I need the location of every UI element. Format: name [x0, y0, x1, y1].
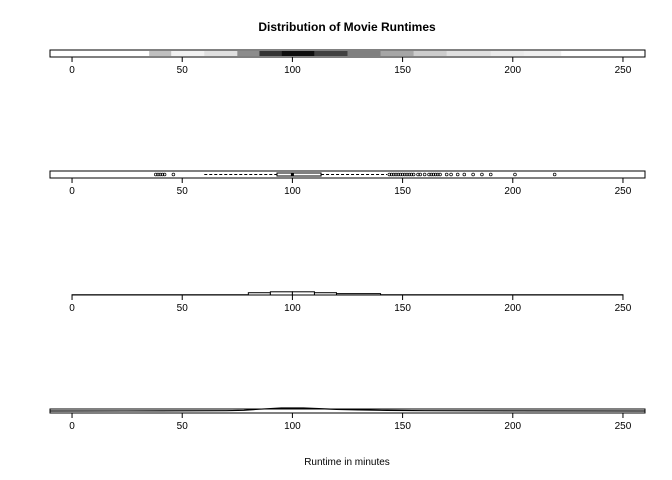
x-tick-label: 0 [69, 421, 75, 432]
outlier-point [156, 172, 160, 177]
outlier-point [158, 172, 162, 177]
x-tick-label: 200 [504, 186, 521, 197]
x-tick-label: 50 [177, 186, 189, 197]
outlier-point [418, 172, 422, 177]
density-curve [49, 407, 646, 412]
x-tick-label: 100 [284, 421, 301, 432]
outlier-point [160, 172, 165, 177]
outlier-point [444, 172, 449, 177]
x-tick-label: 0 [69, 303, 75, 314]
x-axis-label: Runtime in minutes [304, 457, 390, 468]
x-tick-label: 200 [504, 421, 521, 432]
strip-density-bin [347, 51, 381, 56]
strip-density-bin [314, 51, 348, 56]
outlier-point [436, 172, 440, 177]
x-tick-label: 50 [177, 303, 189, 314]
outlier-point [455, 172, 460, 177]
x-tick-label: 100 [284, 303, 301, 314]
x-tick-label: 250 [615, 421, 632, 432]
x-tick-label: 50 [177, 421, 189, 432]
outlier-point [154, 172, 158, 177]
density-panel: 0 50 100 150 200 250 [49, 407, 646, 432]
outlier-point [422, 172, 427, 177]
box-iqr [276, 172, 322, 177]
outlier-point [411, 172, 416, 177]
chart-title: Distribution of Movie Runtimes [258, 20, 436, 34]
x-tick-label: 200 [504, 303, 521, 314]
outlier-point [389, 172, 394, 177]
strip-density-bin [259, 51, 282, 56]
strip-density-bin [237, 51, 260, 56]
outlier-point [438, 172, 442, 177]
outlier-point [403, 172, 407, 177]
strip-density-bin [523, 51, 562, 56]
x-tick-label: 150 [394, 186, 411, 197]
outlier-point [513, 172, 517, 177]
outlier-point [398, 172, 403, 177]
strip-density-bin [171, 51, 205, 56]
strip-density-bin [281, 51, 315, 56]
outlier-point [471, 172, 475, 177]
outlier-point [396, 172, 400, 177]
outlier-point [162, 172, 167, 177]
x-tick-label: 100 [284, 186, 301, 197]
x-tick-label: 200 [504, 65, 521, 76]
x-tick-label: 250 [615, 186, 632, 197]
outlier-point [405, 172, 409, 177]
x-tick-label: 150 [394, 65, 411, 76]
x-tick-label: 250 [615, 65, 632, 76]
x-tick-label: 150 [394, 421, 411, 432]
strip-density-bin [413, 51, 447, 56]
outlier-point [462, 172, 467, 177]
strip-density-bin [204, 51, 238, 56]
outlier-point [416, 172, 420, 177]
outlier-point [407, 172, 411, 177]
outlier-point [488, 172, 493, 177]
outlier-point [392, 172, 396, 177]
x-tick-label: 250 [615, 303, 632, 314]
x-tick-label: 50 [177, 65, 189, 76]
x-tick-label: 0 [69, 65, 75, 76]
outlier-point [171, 172, 176, 177]
strip-density-bin [446, 51, 491, 56]
outlier-point [427, 172, 431, 177]
outlier-point [429, 172, 433, 177]
outlier-point [552, 172, 557, 177]
outlier-point [449, 172, 453, 177]
boxplot-panel: 0 50 100 150 200 250 [49, 170, 646, 197]
strip-panel: 0 50 100 150 200 250 [49, 49, 646, 76]
outlier-point [387, 172, 392, 177]
outlier-point [409, 172, 414, 177]
outlier-point [394, 172, 398, 177]
outlier-point [480, 172, 484, 177]
histogram-panel: 0 50 100 150 200 250 [69, 291, 632, 314]
outlier-point [433, 172, 438, 177]
outlier-point [400, 172, 405, 177]
x-tick-label: 100 [284, 65, 301, 76]
strip-density-bin [490, 51, 524, 56]
x-tick-label: 150 [394, 303, 411, 314]
strip-density-bin [380, 51, 414, 56]
outlier-point [431, 172, 436, 177]
strip-density-bin [149, 51, 172, 56]
x-tick-label: 0 [69, 186, 75, 197]
